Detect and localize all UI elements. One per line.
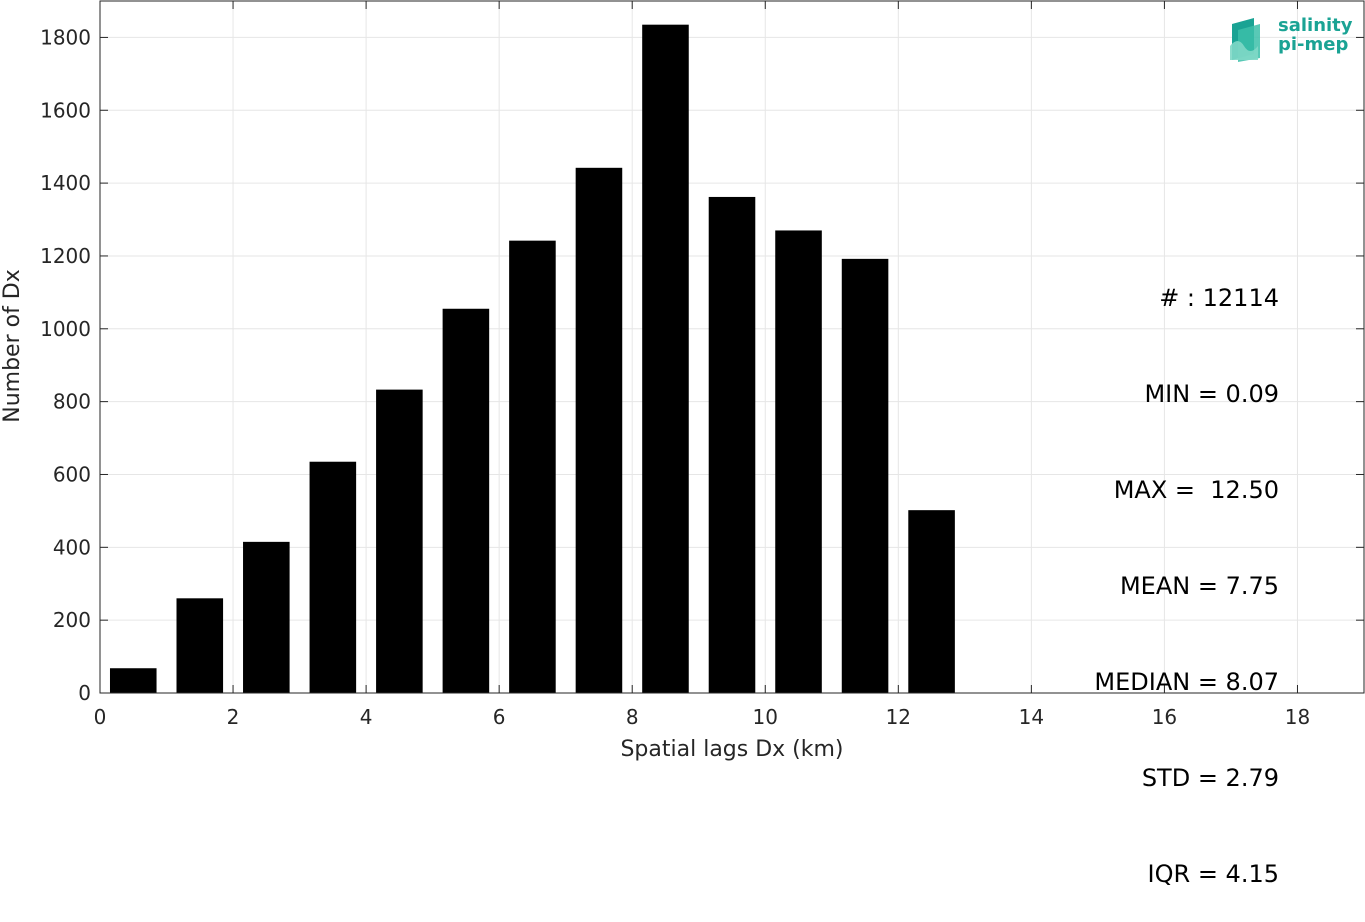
y-tick-label: 1800 xyxy=(40,25,91,49)
y-tick-label: 1000 xyxy=(40,317,91,341)
x-tick-label: 4 xyxy=(360,705,373,729)
x-tick-label: 6 xyxy=(493,705,506,729)
bar-12 xyxy=(908,510,955,693)
x-tick-labels: 0 2 4 6 8 10 12 14 16 18 xyxy=(94,705,1311,729)
bar-11 xyxy=(841,258,889,693)
x-tick-label: 16 xyxy=(1152,705,1177,729)
y-tick-label: 400 xyxy=(53,535,91,559)
stat-max: MAX = 12.50 xyxy=(1113,476,1279,504)
plot-frame xyxy=(99,0,1365,694)
statistics-box: # : 12114 MIN = 0.09 MAX = 12.50 MEAN = … xyxy=(1094,218,1279,922)
bar-8 xyxy=(642,24,689,693)
bar-5 xyxy=(442,308,490,693)
x-tick-label: 12 xyxy=(886,705,911,729)
x-axis-label: Spatial lags Dx (km) xyxy=(620,737,843,762)
y-tick-label: 800 xyxy=(53,390,91,414)
logo-line-1: salinity xyxy=(1278,15,1353,36)
bar-9 xyxy=(708,196,756,694)
stat-std: STD = 2.79 xyxy=(1141,764,1279,792)
salinity-pimep-logo: salinity pi-mep xyxy=(1228,14,1358,62)
y-tick-label: 0 xyxy=(78,681,91,705)
y-tick-label: 200 xyxy=(53,608,91,632)
y-tick-label: 1600 xyxy=(40,98,91,122)
x-tick-label: 8 xyxy=(626,705,639,729)
bar-4 xyxy=(376,389,423,693)
bar-1 xyxy=(176,598,224,693)
bar-10 xyxy=(775,230,822,693)
y-tick-label: 1200 xyxy=(40,244,91,268)
bars xyxy=(109,24,955,694)
axes xyxy=(99,0,1365,694)
x-tick-label: 18 xyxy=(1285,705,1310,729)
bar-6 xyxy=(509,240,556,694)
x-tick-label: 2 xyxy=(227,705,240,729)
stat-min: MIN = 0.09 xyxy=(1144,380,1279,408)
bar-7 xyxy=(575,167,623,694)
y-tick-label: 1400 xyxy=(40,171,91,195)
logo-text: salinity pi-mep xyxy=(1278,16,1353,54)
x-tick-label: 0 xyxy=(94,705,107,729)
stat-mean: MEAN = 7.75 xyxy=(1119,572,1279,600)
bar-0 xyxy=(109,668,157,693)
logo-line-2: pi-mep xyxy=(1278,34,1349,55)
bar-3 xyxy=(309,461,357,693)
wave-logo-icon xyxy=(1230,18,1260,62)
stat-count: # : 12114 xyxy=(1159,284,1279,312)
x-tick-label: 14 xyxy=(1019,705,1044,729)
y-tick-labels: 0 200 400 600 800 1000 1200 1400 1600 1800 xyxy=(40,25,91,705)
stat-iqr: IQR = 4.15 xyxy=(1147,860,1279,888)
stat-median: MEDIAN = 8.07 xyxy=(1094,668,1279,696)
histogram-chart: 0 2 4 6 8 10 12 14 16 18 0 200 400 600 800 1000 1200 140… xyxy=(0,0,1365,762)
y-axis-label: Number of Dx xyxy=(0,269,25,423)
bar-2 xyxy=(243,541,290,693)
x-tick-label: 10 xyxy=(753,705,778,729)
y-tick-label: 600 xyxy=(53,462,91,486)
